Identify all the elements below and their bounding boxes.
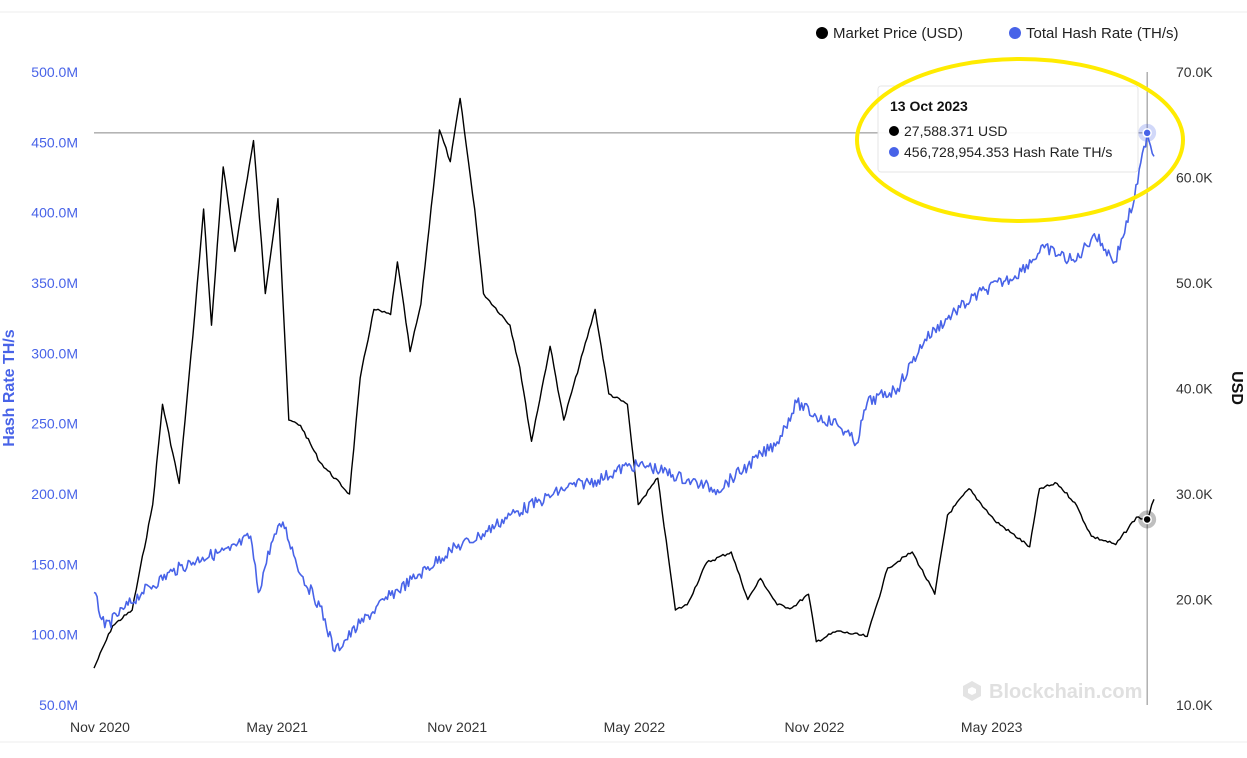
left-tick-label: 300.0M — [31, 345, 78, 361]
watermark: Blockchain.com — [963, 681, 1142, 703]
left-tick-label: 50.0M — [39, 697, 78, 713]
legend: Market Price (USD) Total Hash Rate (TH/s… — [816, 25, 1179, 42]
watermark-text: Blockchain.com — [989, 681, 1142, 703]
tooltip-box — [877, 85, 1139, 173]
x-tick-label: Nov 2021 — [427, 719, 487, 735]
legend-dot-hash — [1009, 27, 1021, 39]
left-tick-label: 150.0M — [31, 556, 78, 572]
left-tick-label: 500.0M — [31, 64, 78, 80]
tooltip-date: 13 Oct 2023 — [890, 98, 968, 114]
left-axis: 50.0M 100.0M 150.0M 200.0M 250.0M 300.0M 350.0… — [31, 64, 78, 713]
left-tick-label: 250.0M — [31, 416, 78, 432]
legend-label-price: Market Price (USD) — [833, 25, 963, 42]
legend-label-hash: Total Hash Rate (TH/s) — [1026, 25, 1179, 42]
tooltip-hash-value: 456,728,954.353 Hash Rate TH/s — [904, 144, 1112, 160]
series-line-hash — [93, 132, 1155, 653]
right-tick-label: 30.0K — [1176, 486, 1213, 502]
x-axis: Nov 2020 May 2021 Nov 2021 May 2022 Nov 2022… — [70, 719, 1023, 735]
blockchain-logo-icon — [963, 681, 981, 701]
x-tick-label: May 2021 — [246, 719, 308, 735]
right-tick-label: 20.0K — [1176, 592, 1213, 608]
right-axis-title: USD — [1228, 371, 1245, 405]
x-tick-label: Nov 2022 — [785, 719, 845, 735]
right-tick-label: 40.0K — [1176, 381, 1213, 397]
series-line-price — [93, 97, 1155, 669]
right-axis: 10.0K 20.0K 30.0K 40.0K 50.0K 60.0K 70.0K — [1176, 64, 1213, 713]
legend-dot-price — [816, 27, 828, 39]
legend-item-hash[interactable]: Total Hash Rate (TH/s) — [1009, 25, 1179, 42]
x-tick-label: May 2022 — [604, 719, 666, 735]
legend-item-price[interactable]: Market Price (USD) — [816, 25, 963, 42]
right-tick-label: 50.0K — [1176, 275, 1213, 291]
left-axis-title: Hash Rate TH/s — [1, 329, 18, 446]
tooltip-price-value: 27,588.371 USD — [904, 123, 1008, 139]
left-tick-label: 400.0M — [31, 205, 78, 221]
right-tick-label: 60.0K — [1176, 170, 1213, 186]
tooltip: 13 Oct 2023 27,588.371 USD 456,728,954.3… — [877, 85, 1139, 173]
left-tick-label: 200.0M — [31, 486, 78, 502]
hover-marker-hash — [1142, 128, 1152, 138]
right-tick-label: 70.0K — [1176, 64, 1213, 80]
hover-marker-price — [1142, 514, 1152, 525]
left-tick-label: 450.0M — [31, 134, 78, 150]
x-tick-label: May 2023 — [961, 719, 1023, 735]
left-tick-label: 100.0M — [31, 627, 78, 643]
tooltip-dot-hash — [889, 147, 899, 157]
left-tick-label: 350.0M — [31, 275, 78, 291]
highlight-ellipse — [855, 57, 1185, 223]
tooltip-dot-price — [889, 126, 899, 136]
x-tick-label: Nov 2020 — [70, 719, 130, 735]
right-tick-label: 10.0K — [1176, 697, 1213, 713]
